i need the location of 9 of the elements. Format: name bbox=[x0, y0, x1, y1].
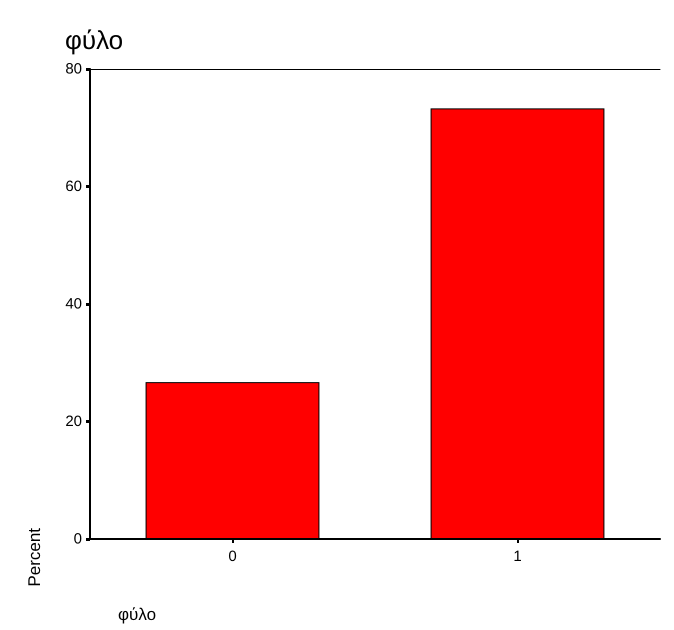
y-tick-label: 40 bbox=[65, 296, 82, 312]
chart-title: φύλο bbox=[65, 25, 124, 55]
x-tick-label: 1 bbox=[513, 548, 522, 565]
y-tick-label: 60 bbox=[65, 178, 82, 195]
y-tick-label: 0 bbox=[74, 530, 82, 548]
y-axis-title: Percent bbox=[25, 528, 44, 587]
x-axis-title: φύλο bbox=[118, 605, 156, 624]
y-tick-label: 80 bbox=[65, 60, 82, 78]
y-tick-label: 20 bbox=[65, 413, 82, 430]
